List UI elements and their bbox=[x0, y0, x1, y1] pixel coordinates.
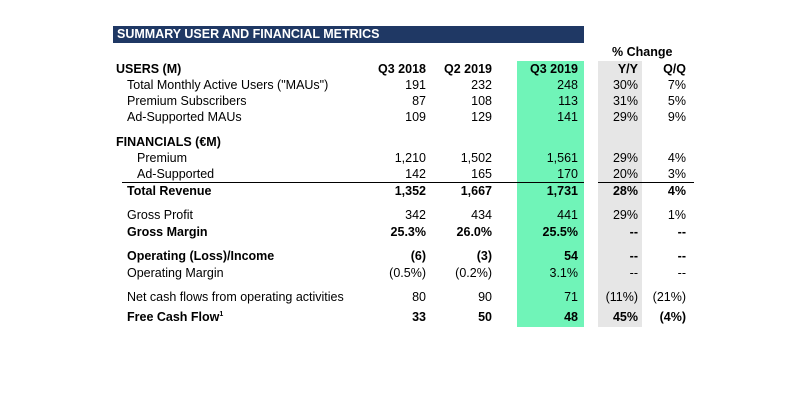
table-cell: 1,667 bbox=[461, 183, 492, 199]
table-cell: 1,502 bbox=[461, 150, 492, 166]
table-cell: 441 bbox=[557, 207, 578, 223]
col-header-qq: Q/Q bbox=[663, 61, 686, 77]
table-cell: 90 bbox=[478, 289, 492, 305]
table-cell: -- bbox=[630, 248, 638, 264]
table-cell: 4% bbox=[668, 183, 686, 199]
free-cash-flow-label: Free Cash Flow bbox=[127, 310, 219, 324]
table-cell: 108 bbox=[471, 93, 492, 109]
table-cell: 33 bbox=[412, 309, 426, 325]
table-cell: 232 bbox=[471, 77, 492, 93]
col-header-q3-2018: Q3 2018 bbox=[378, 61, 426, 77]
table-cell: 170 bbox=[557, 166, 578, 182]
col-header-yy: Y/Y bbox=[618, 61, 638, 77]
table-cell: -- bbox=[678, 224, 686, 240]
table-cell: 113 bbox=[558, 93, 578, 109]
table-cell: 1% bbox=[668, 207, 686, 223]
table-cell: 25.3% bbox=[391, 224, 426, 240]
table-cell: 29% bbox=[613, 109, 638, 125]
table-cell: 4% bbox=[668, 150, 686, 166]
table-cell: 80 bbox=[412, 289, 426, 305]
table-cell: 109 bbox=[405, 109, 426, 125]
col-header-q3-2019: Q3 2019 bbox=[530, 61, 578, 77]
table-cell: (0.5%) bbox=[389, 265, 426, 281]
table-cell: 31% bbox=[613, 93, 638, 109]
financials-section-heading: FINANCIALS (€M) bbox=[116, 134, 221, 150]
table-cell: 45% bbox=[613, 309, 638, 325]
table-cell: 3.1% bbox=[550, 265, 579, 281]
row-label: Gross Profit bbox=[127, 207, 193, 223]
row-label: Premium bbox=[137, 150, 187, 166]
table-cell: 1,561 bbox=[547, 150, 578, 166]
table-cell: -- bbox=[678, 248, 686, 264]
table-cell: 54 bbox=[564, 248, 578, 264]
row-label: Ad-Supported MAUs bbox=[127, 109, 242, 125]
table-cell: 342 bbox=[405, 207, 426, 223]
table-cell: 20% bbox=[613, 166, 638, 182]
row-label: Free Cash Flow1 bbox=[127, 309, 223, 325]
table-cell: (4%) bbox=[660, 309, 686, 325]
col-header-q2-2019: Q2 2019 bbox=[444, 61, 492, 77]
table-cell: 434 bbox=[471, 207, 492, 223]
table-cell: (21%) bbox=[653, 289, 686, 305]
table-cell: 129 bbox=[471, 109, 492, 125]
table-cell: 142 bbox=[405, 166, 426, 182]
table-cell: (3) bbox=[477, 248, 492, 264]
table-cell: -- bbox=[630, 224, 638, 240]
table-cell: -- bbox=[630, 265, 638, 281]
table-cell: 30% bbox=[613, 77, 638, 93]
table-cell: 1,731 bbox=[547, 183, 578, 199]
table-cell: 87 bbox=[412, 93, 426, 109]
table-cell: 71 bbox=[564, 289, 578, 305]
row-label: Total Revenue bbox=[127, 183, 212, 199]
table-cell: (0.2%) bbox=[455, 265, 492, 281]
table-cell: 7% bbox=[668, 77, 686, 93]
table-cell: (11%) bbox=[606, 289, 638, 305]
table-cell: 3% bbox=[668, 166, 686, 182]
table-cell: (6) bbox=[411, 248, 426, 264]
row-label: Ad-Supported bbox=[137, 166, 214, 182]
row-label: Gross Margin bbox=[127, 224, 208, 240]
table-cell: 191 bbox=[405, 77, 426, 93]
table-cell: 165 bbox=[471, 166, 492, 182]
table-cell: 29% bbox=[613, 207, 638, 223]
table-cell: 28% bbox=[613, 183, 638, 199]
metrics-table: % Change USERS (M) Q3 2018 Q2 2019 Q3 20… bbox=[0, 0, 806, 404]
table-cell: 248 bbox=[557, 77, 578, 93]
table-cell: 29% bbox=[613, 150, 638, 166]
row-label: Operating (Loss)/Income bbox=[127, 248, 274, 264]
users-section-heading: USERS (M) bbox=[116, 61, 181, 77]
row-label: Premium Subscribers bbox=[127, 93, 246, 109]
table-cell: 48 bbox=[564, 309, 578, 325]
table-cell: -- bbox=[678, 265, 686, 281]
table-cell: 50 bbox=[478, 309, 492, 325]
change-header: % Change bbox=[612, 44, 672, 60]
table-cell: 1,210 bbox=[395, 150, 426, 166]
table-cell: 141 bbox=[557, 109, 578, 125]
table-cell: 9% bbox=[668, 109, 686, 125]
row-label: Net cash flows from operating activities bbox=[127, 289, 344, 305]
row-label: Total Monthly Active Users ("MAUs") bbox=[127, 77, 328, 93]
table-cell: 1,352 bbox=[395, 183, 426, 199]
table-cell: 5% bbox=[668, 93, 686, 109]
table-cell: 26.0% bbox=[457, 224, 492, 240]
footnote-marker: 1 bbox=[219, 311, 223, 318]
row-label: Operating Margin bbox=[127, 265, 224, 281]
table-cell: 25.5% bbox=[543, 224, 578, 240]
